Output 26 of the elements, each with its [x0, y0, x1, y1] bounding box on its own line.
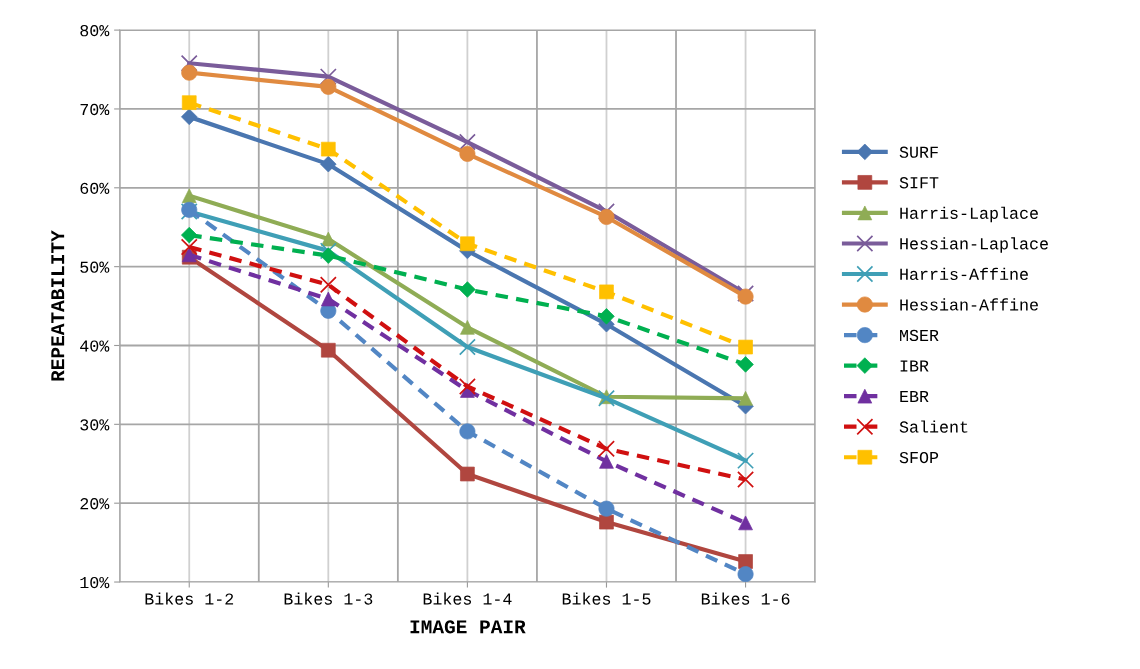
legend-label: Hessian-Affine	[900, 298, 1038, 311]
legend-label: EBR	[900, 391, 929, 402]
legend-label: SIFT	[899, 177, 939, 189]
x-tick-label: Bikes 1-3	[284, 592, 373, 605]
y-tick-label: 50%	[80, 261, 110, 273]
y-axis-title: REPEATABILITY	[51, 230, 65, 381]
y-tick-label: 80%	[80, 25, 110, 37]
y-tick-label: 20%	[80, 498, 110, 510]
y-tick-label: 70%	[80, 103, 110, 116]
x-tick-label: Bikes 1-5	[562, 592, 651, 605]
legend-label: Salient	[899, 420, 968, 433]
x-tick-label: Bikes 1-2	[145, 592, 234, 605]
legend-label: MSER	[900, 329, 939, 342]
y-tick-label: 10%	[80, 576, 110, 589]
legend-label: SFOP	[899, 451, 939, 464]
legend-label: IBR	[900, 360, 929, 372]
x-tick-label: Bikes 1-4	[423, 592, 512, 605]
x-axis-title: IMAGE PAIR	[410, 620, 526, 634]
legend-label: Hessian-Laplace	[900, 237, 1048, 253]
y-tick-label: 60%	[80, 182, 110, 194]
y-tick-label: 40%	[80, 340, 110, 352]
y-tick-label: 30%	[80, 419, 110, 431]
legend-label: Harris-Laplace	[900, 206, 1038, 223]
legend-label: Harris-Affine	[900, 267, 1028, 281]
legend-label: SURF	[899, 146, 938, 158]
x-tick-label: Bikes 1-6	[701, 592, 790, 605]
